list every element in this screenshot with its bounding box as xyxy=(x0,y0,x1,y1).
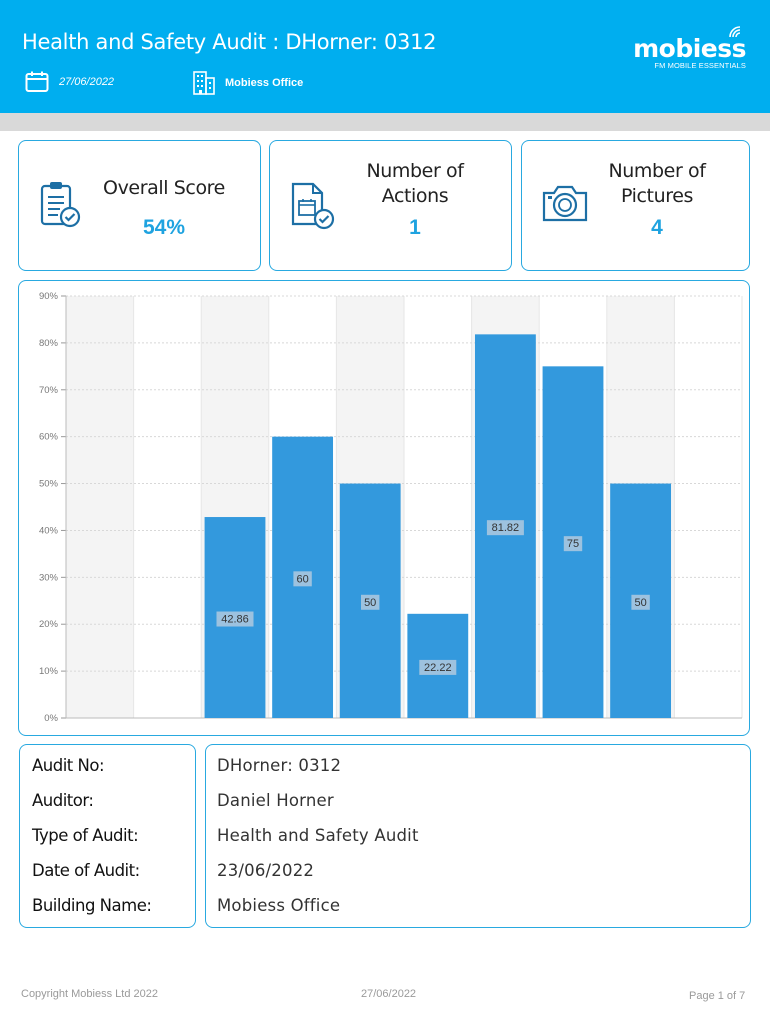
audit-no-label: Audit No: xyxy=(32,756,105,775)
building-name-label: Building Name: xyxy=(32,896,152,915)
audit-date-value: 23/06/2022 xyxy=(217,861,315,880)
data-label: 50 xyxy=(634,597,646,609)
audit-info-values: DHorner: 0312 Daniel Horner Health and S… xyxy=(205,744,751,928)
data-label: 22.22 xyxy=(424,662,452,674)
overall-score-value: 54% xyxy=(142,216,186,239)
y-tick-label: 0% xyxy=(44,713,58,724)
bar-chart-svg: 0% 10% 20% 30% 40% 50% 60% 70% 80% 90% 42.86 60 50 22… xyxy=(39,291,743,724)
camera-icon xyxy=(542,185,588,222)
y-tick-label: 90% xyxy=(39,291,59,302)
report-title: Health and Safety Audit : DHorner: 0312 xyxy=(22,30,437,54)
pictures-value: 4 xyxy=(651,216,663,239)
data-label: 50 xyxy=(364,597,376,609)
audit-info-labels: Audit No: Auditor: Type of Audit: Date o… xyxy=(19,744,196,928)
report-date: 27/06/2022 xyxy=(25,71,114,93)
y-tick-label: 80% xyxy=(39,338,59,349)
stat-card-pictures: Number of Pictures 4 xyxy=(521,140,750,271)
chart-band xyxy=(66,296,134,718)
auditor-label: Auditor: xyxy=(32,791,94,810)
footer-copyright: Copyright Mobiess Ltd 2022 xyxy=(21,988,158,1000)
data-label: 81.82 xyxy=(492,522,520,534)
header-divider-band xyxy=(0,113,770,131)
calendar-icon xyxy=(25,71,49,92)
data-label-bg xyxy=(293,571,312,587)
stat-card-overall-score: Overall Score 54% xyxy=(18,140,261,271)
data-label-bg xyxy=(419,659,457,675)
actions-value: 1 xyxy=(409,216,421,239)
footer-date: 27/06/2022 xyxy=(361,988,417,1000)
data-label-bg xyxy=(563,536,583,552)
data-label-bg xyxy=(361,594,380,610)
building-icon xyxy=(193,71,215,95)
logo-tagline: FM MOBILE ESSENTIALS xyxy=(654,61,746,70)
audit-no-value: DHorner: 0312 xyxy=(217,756,342,775)
audit-type-value: Health and Safety Audit xyxy=(217,826,419,845)
wifi-icon xyxy=(729,26,741,38)
mobiess-logo: mobiess FM MOBILE ESSENTIALS xyxy=(633,26,746,70)
stat-card-actions: Number of Actions 1 xyxy=(269,140,512,271)
data-label-bg xyxy=(486,520,524,536)
y-tick-label: 40% xyxy=(39,525,59,536)
y-tick-label: 70% xyxy=(39,385,59,396)
y-tick-label: 30% xyxy=(39,572,59,583)
calendar-document-icon xyxy=(291,182,335,230)
building-name-value: Mobiess Office xyxy=(217,896,341,915)
data-label: 42.86 xyxy=(221,614,249,626)
report-location: Mobiess Office xyxy=(193,71,303,95)
audit-type-label: Type of Audit: xyxy=(32,826,139,845)
y-tick-label: 20% xyxy=(39,619,59,630)
report-location-text: Mobiess Office xyxy=(225,77,304,89)
report-header: Health and Safety Audit : DHorner: 0312 … xyxy=(0,0,770,113)
footer-page-number: Page 1 of 7 xyxy=(689,990,746,1002)
overall-score-label: Overall Score xyxy=(103,177,225,199)
score-bar-chart: 0% 10% 20% 30% 40% 50% 60% 70% 80% 90% 42.86 60 50 22… xyxy=(18,280,750,736)
y-tick-label: 50% xyxy=(39,479,59,490)
data-label-bg xyxy=(631,594,650,610)
actions-label-line2: Actions xyxy=(381,185,449,207)
audit-date-label: Date of Audit: xyxy=(32,861,140,880)
logo-wordmark: mobiess xyxy=(633,34,746,63)
clipboard-check-icon xyxy=(40,182,81,228)
data-label: 60 xyxy=(296,573,308,585)
pictures-label-line1: Number of xyxy=(608,160,706,182)
y-tick-label: 60% xyxy=(39,432,59,443)
pictures-label-line2: Pictures xyxy=(620,185,694,207)
data-label: 75 xyxy=(567,538,579,550)
auditor-value: Daniel Horner xyxy=(217,791,334,810)
data-label-bg xyxy=(216,611,254,627)
report-date-text: 27/06/2022 xyxy=(59,76,115,88)
actions-label-line1: Number of xyxy=(366,160,464,182)
y-tick-label: 10% xyxy=(39,666,59,677)
